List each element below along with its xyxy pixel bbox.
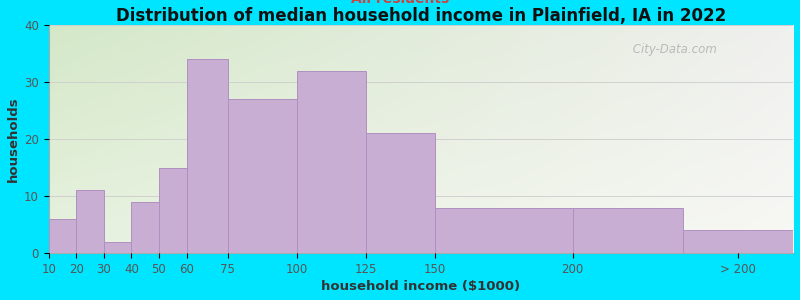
Bar — [131, 202, 159, 253]
Bar — [104, 242, 131, 253]
Text: All residents: All residents — [351, 0, 449, 6]
Bar — [573, 208, 682, 253]
Y-axis label: households: households — [7, 96, 20, 182]
Text: City-Data.com: City-Data.com — [630, 43, 717, 56]
Bar — [228, 99, 297, 253]
X-axis label: household income ($1000): household income ($1000) — [322, 280, 521, 293]
Bar — [297, 70, 366, 253]
Bar — [682, 230, 793, 253]
Title: Distribution of median household income in Plainfield, IA in 2022: Distribution of median household income … — [116, 7, 726, 25]
Bar — [366, 133, 434, 253]
Bar — [159, 168, 186, 253]
Bar — [49, 219, 76, 253]
Bar — [76, 190, 104, 253]
Bar — [186, 59, 228, 253]
Bar — [434, 208, 573, 253]
